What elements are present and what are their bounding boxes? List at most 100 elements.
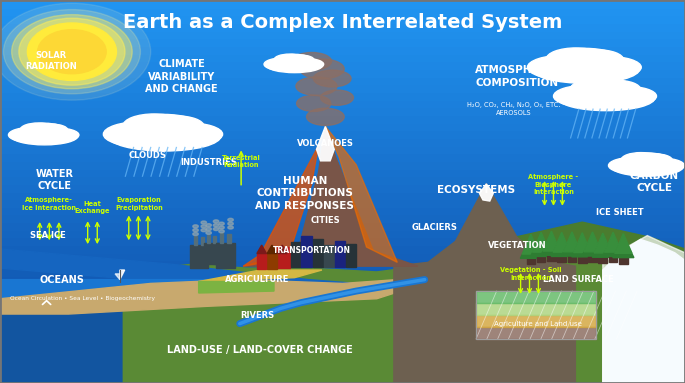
Ellipse shape: [103, 121, 182, 147]
Ellipse shape: [25, 123, 64, 136]
Ellipse shape: [206, 228, 212, 231]
Bar: [0, 115, 685, 123]
Bar: [0, 345, 685, 352]
Polygon shape: [277, 245, 287, 254]
Bar: [277, 247, 290, 268]
Bar: [0, 230, 685, 237]
Ellipse shape: [228, 226, 234, 229]
Text: Agriculture and Land use: Agriculture and Land use: [494, 321, 582, 327]
Text: SEA ICE: SEA ICE: [30, 231, 66, 240]
Bar: [0, 176, 685, 184]
Ellipse shape: [213, 224, 219, 227]
Bar: [0, 322, 685, 329]
Text: Atmosphere-
Ice Interaction: Atmosphere- Ice Interaction: [23, 197, 76, 211]
Polygon shape: [603, 236, 685, 383]
Ellipse shape: [593, 86, 656, 106]
Polygon shape: [532, 232, 550, 252]
Polygon shape: [199, 282, 274, 293]
Text: ICE SHEET: ICE SHEET: [596, 208, 644, 217]
Ellipse shape: [569, 50, 623, 70]
Ellipse shape: [206, 231, 212, 234]
Bar: [0, 253, 685, 260]
Bar: [0, 46, 685, 54]
Bar: [301, 236, 312, 267]
Ellipse shape: [577, 79, 636, 98]
Bar: [194, 236, 197, 245]
Bar: [0, 38, 685, 46]
Ellipse shape: [36, 128, 79, 142]
Text: Terrestrial
Radiation: Terrestrial Radiation: [222, 155, 260, 169]
Polygon shape: [476, 327, 596, 339]
Bar: [220, 233, 223, 243]
Polygon shape: [547, 253, 556, 261]
Ellipse shape: [321, 90, 353, 105]
Ellipse shape: [300, 59, 344, 79]
Ellipse shape: [307, 108, 344, 126]
Polygon shape: [267, 245, 277, 254]
Text: SOLAR
RADIATION: SOLAR RADIATION: [25, 51, 77, 71]
Ellipse shape: [12, 15, 132, 89]
Ellipse shape: [264, 58, 303, 70]
Bar: [0, 352, 685, 360]
Text: VEGETATION: VEGETATION: [488, 241, 547, 250]
Ellipse shape: [592, 80, 640, 98]
Bar: [213, 236, 216, 243]
Polygon shape: [541, 234, 562, 255]
Polygon shape: [619, 255, 627, 264]
Polygon shape: [603, 236, 623, 257]
Bar: [0, 291, 685, 299]
Bar: [0, 8, 685, 15]
Polygon shape: [527, 256, 535, 264]
Bar: [0, 0, 685, 8]
Polygon shape: [609, 254, 617, 262]
Ellipse shape: [553, 85, 622, 107]
Bar: [0, 146, 685, 153]
Polygon shape: [537, 254, 545, 262]
Bar: [0, 69, 685, 77]
Bar: [0, 92, 685, 100]
Bar: [0, 306, 685, 314]
Ellipse shape: [558, 85, 655, 111]
Bar: [0, 199, 685, 207]
Ellipse shape: [532, 54, 640, 83]
Text: ECOSYSTEMS: ECOSYSTEMS: [437, 185, 515, 195]
Polygon shape: [243, 126, 418, 266]
Text: TRANSPORTATION: TRANSPORTATION: [273, 246, 351, 255]
Polygon shape: [521, 237, 541, 259]
Ellipse shape: [0, 3, 151, 100]
Bar: [0, 84, 685, 92]
Bar: [0, 130, 685, 138]
Ellipse shape: [621, 152, 660, 167]
Polygon shape: [476, 291, 596, 303]
Polygon shape: [479, 184, 493, 201]
Ellipse shape: [34, 124, 68, 136]
Ellipse shape: [219, 230, 224, 233]
Bar: [190, 245, 208, 268]
Ellipse shape: [38, 30, 106, 74]
Bar: [0, 207, 685, 214]
Polygon shape: [0, 280, 342, 299]
Bar: [324, 245, 335, 267]
Polygon shape: [0, 280, 425, 314]
Bar: [476, 291, 596, 339]
Ellipse shape: [277, 54, 312, 65]
Polygon shape: [573, 233, 591, 252]
Bar: [0, 138, 685, 146]
Polygon shape: [594, 233, 612, 253]
Ellipse shape: [219, 226, 224, 229]
Bar: [267, 253, 277, 269]
Ellipse shape: [3, 10, 140, 94]
Polygon shape: [531, 236, 551, 257]
Ellipse shape: [274, 54, 305, 66]
Ellipse shape: [296, 77, 337, 95]
Bar: [0, 337, 685, 345]
Text: CITIES: CITIES: [310, 216, 340, 225]
Text: Ocean Circulation • Sea Level • Biogeochemistry: Ocean Circulation • Sea Level • Biogeoch…: [10, 296, 155, 301]
Ellipse shape: [287, 59, 323, 70]
Ellipse shape: [636, 154, 673, 167]
Bar: [0, 184, 685, 192]
Ellipse shape: [527, 55, 603, 79]
Text: Vegetation - Soil
Interaction: Vegetation - Soil Interaction: [500, 267, 562, 281]
Bar: [0, 222, 685, 230]
Polygon shape: [199, 270, 322, 282]
